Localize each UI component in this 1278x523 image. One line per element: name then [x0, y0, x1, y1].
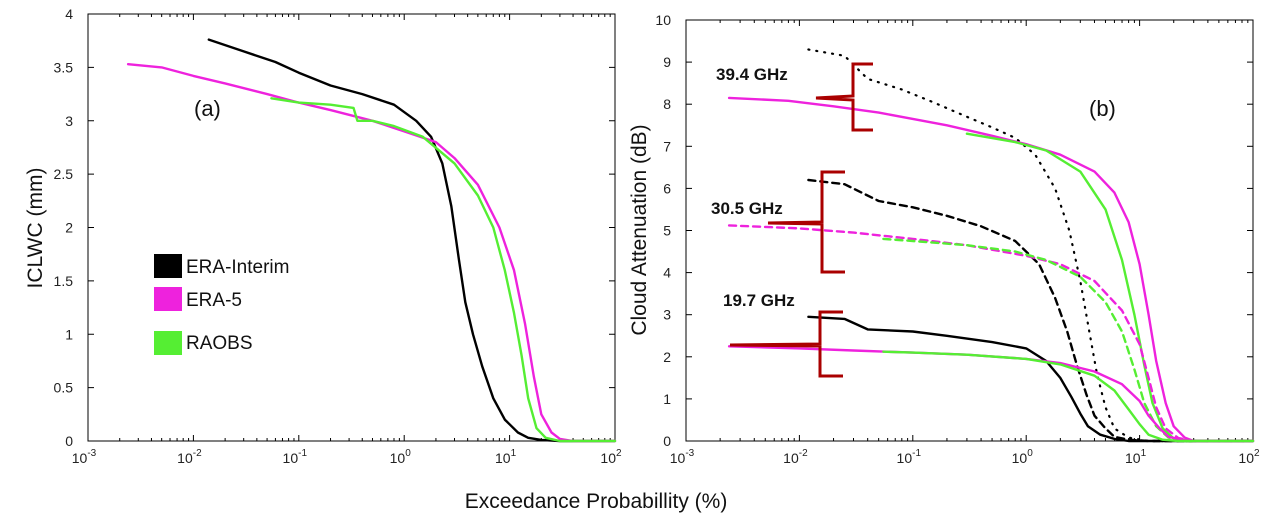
panel-b-y-tick-label: 1	[663, 391, 671, 407]
series-era-interim	[207, 38, 617, 443]
x-axis-title: Exceedance Probabillity (%)	[465, 490, 728, 513]
panel-a-y-tick-label: 0	[65, 433, 73, 449]
panel-b-y-tick-label: 8	[663, 96, 671, 112]
panel-b-x-tick-exp: -3	[685, 448, 694, 459]
panel-a-y-tick-label: 4	[65, 6, 73, 22]
panel-a-x-tick-base: 10	[495, 450, 511, 466]
annotation-19-7-ghz: 19.7 GHz	[723, 291, 795, 310]
legend-item-era-interim: ERA-Interim	[154, 254, 289, 278]
panel-a-x-tick-exp: 0	[405, 448, 411, 459]
panel-a-x-tick-base: 10	[177, 450, 193, 466]
panel-b-x-tick-label: 10-2	[783, 448, 808, 466]
panel-b-x-tick-base: 10	[783, 450, 799, 466]
panel-a-x-tick-label: 10-3	[72, 448, 97, 466]
legend-item-era-5: ERA-5	[154, 287, 242, 311]
panel-b-x-tick-label: 101	[1125, 448, 1147, 466]
panel-b-x-tick-base: 10	[1125, 450, 1141, 466]
panel-b-y-tick-label: 7	[663, 138, 671, 154]
panel-a-x-tick-exp: -1	[298, 448, 307, 459]
panel-a-x-tick-exp: -2	[193, 448, 202, 459]
panel-a-x-tick-exp: 1	[511, 448, 517, 459]
series-era-interim-30-5-ghz	[807, 178, 1255, 443]
panel-a-x-tick-exp: -3	[87, 448, 96, 459]
panel-b-label: (b)	[1089, 96, 1116, 121]
annotation-39-4-ghz: 39.4 GHz	[716, 65, 788, 84]
panel-a-y-tick-label: 3	[65, 113, 73, 129]
panel-a-y-tick-label: 0.5	[54, 380, 74, 396]
panel-a-x-tick-label: 10-1	[283, 448, 308, 466]
panel-b-y-tick-label: 4	[663, 265, 671, 281]
panel-a-x-tick-base: 10	[283, 450, 299, 466]
series-raobs-19-7-ghz	[882, 350, 1255, 443]
panel-b-x-tick-label: 102	[1238, 448, 1260, 466]
legend-label-era-5: ERA-5	[186, 290, 242, 311]
panel-a-x-tick-base: 10	[390, 450, 406, 466]
panel-b-x-tick-label: 100	[1012, 448, 1034, 466]
series-era-5	[126, 63, 617, 443]
panel-b-x-tick-exp: 2	[1254, 448, 1260, 459]
panel-b-x-tick-exp: -2	[799, 448, 808, 459]
panel-b-x-tick-base: 10	[897, 450, 913, 466]
legend-swatch-era-5	[154, 287, 182, 311]
panel-b-x-tick-label: 10-1	[897, 448, 922, 466]
series-era-5-39-4-ghz	[727, 96, 1255, 443]
series-era-5-30-5-ghz	[727, 224, 1255, 443]
panel-a-x-tick-base: 10	[600, 450, 616, 466]
panel-b-y-tick-label: 6	[663, 180, 671, 196]
panel-b-y-tick-label: 5	[663, 223, 671, 239]
series-era-interim-19-7-ghz	[807, 315, 1255, 443]
panel-a-y-tick-label: 3.5	[54, 59, 74, 75]
brace-30-5-ghz	[767, 170, 845, 274]
panel-a-plot-area	[87, 13, 616, 442]
brace-19-7-ghz	[729, 310, 843, 378]
annotation-30-5-ghz: 30.5 GHz	[711, 199, 783, 218]
panel-a-x-tick-base: 10	[72, 450, 88, 466]
panel-a-x-tick-label: 102	[600, 448, 622, 466]
legend-swatch-era-interim	[154, 254, 182, 278]
panel-b-y-tick-label: 2	[663, 349, 671, 365]
panel-b-y-tick-label: 0	[663, 433, 671, 449]
panel-b-x-tick-exp: 1	[1141, 448, 1147, 459]
series-era-interim-39-4-ghz	[807, 48, 1255, 443]
panel-a-x-tick-exp: 2	[616, 448, 622, 459]
panel-a-y-tick-label: 2	[65, 220, 73, 236]
legend-label-raobs: RAOBS	[186, 333, 253, 354]
panel-b-y-tick-label: 9	[663, 54, 671, 70]
panel-a-y-axis-title: ICLWC (mm)	[24, 168, 47, 289]
panel-b-x-tick-exp: -1	[912, 448, 921, 459]
panel-a-label: (a)	[194, 96, 221, 121]
panel-b-x-tick-exp: 0	[1027, 448, 1033, 459]
panel-b-y-tick-label: 10	[655, 12, 671, 28]
panel-b-series	[727, 48, 1255, 443]
legend-item-raobs: RAOBS	[154, 331, 253, 355]
brace-39-4-ghz	[815, 62, 873, 132]
panel-b-x-tick-base: 10	[670, 450, 686, 466]
panel-b-y-axis-title: Cloud Attenuation (dB)	[628, 124, 651, 335]
panel-a-y-tick-label: 1	[65, 326, 73, 342]
panel-a-x-tick-label: 100	[390, 448, 412, 466]
panel-b-x-tick-base: 10	[1238, 450, 1254, 466]
panel-a-y-tick-label: 1.5	[54, 273, 74, 289]
panel-a-x-tick-label: 10-2	[177, 448, 202, 466]
panel-b-y-tick-label: 3	[663, 307, 671, 323]
series-raobs	[270, 97, 617, 443]
legend-label-era-interim: ERA-Interim	[186, 257, 289, 278]
panel-b-x-tick-label: 10-3	[670, 448, 695, 466]
panel-a-legend: ERA-Interim ERA-5 RAOBS	[154, 254, 289, 355]
panel-a-series	[126, 38, 617, 443]
panel-b-x-tick-base: 10	[1012, 450, 1028, 466]
panel-a-x-tick-label: 101	[495, 448, 517, 466]
panel-a-y-tick-label: 2.5	[54, 166, 74, 182]
legend-swatch-raobs	[154, 331, 182, 355]
